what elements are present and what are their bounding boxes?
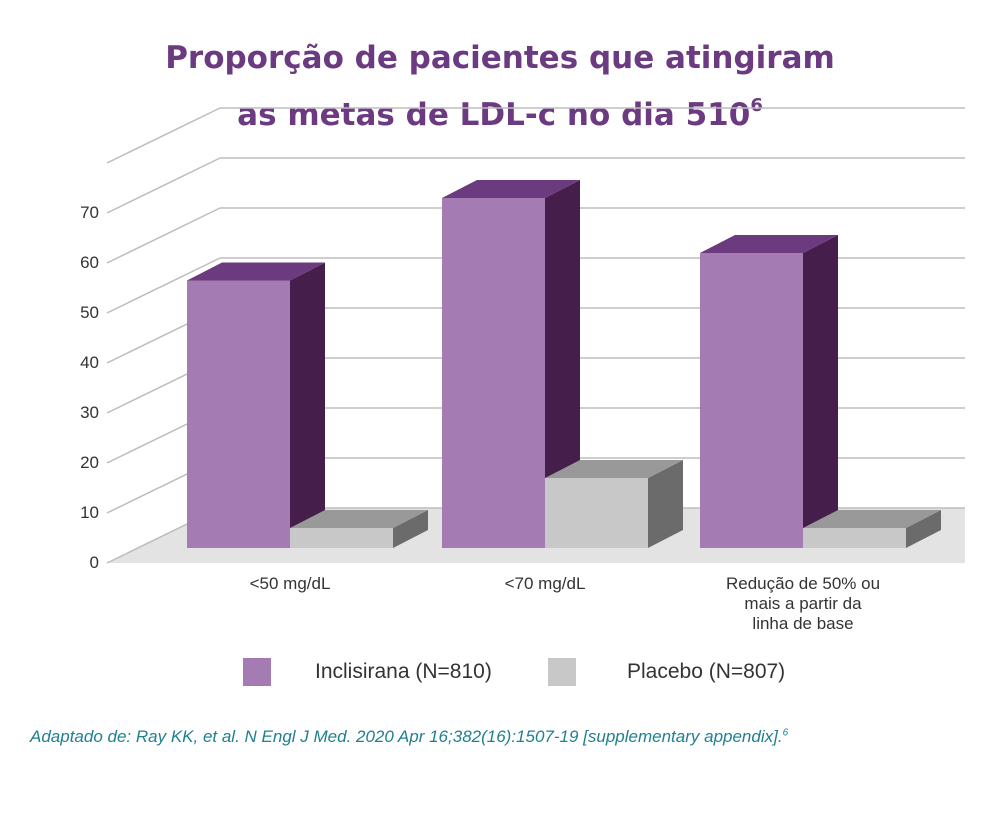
y-tick-label: 30 (80, 403, 99, 422)
y-tick-label: 60 (80, 253, 99, 272)
bar-front (803, 528, 906, 548)
bar-top (803, 510, 941, 528)
chart-title-line2: as metas de LDL-c no dia 5106 (0, 84, 1000, 137)
x-category-label-line: Redução de 50% ou (725, 574, 881, 593)
y-tick-label: 20 (80, 453, 99, 472)
x-category-label-line: <70 mg/dL (504, 574, 586, 593)
y-tick-label: 10 (80, 503, 99, 522)
bar-front (442, 198, 545, 548)
legend-swatch-placebo (548, 658, 576, 686)
x-category-label-line: mais a partir da (744, 594, 862, 613)
gridline-side (106, 157, 221, 214)
bar-side (648, 460, 683, 548)
bar-front (545, 478, 648, 548)
bar-top (187, 262, 325, 281)
bar-side (393, 510, 428, 548)
bar-front (290, 528, 393, 548)
chart-title-line2-text: as metas de LDL-c no dia 510 (237, 97, 751, 133)
bar-top (442, 180, 580, 198)
source-superscript: 6 (782, 727, 789, 739)
y-tick-label: 40 (80, 353, 99, 372)
bar-side (545, 180, 580, 548)
gridline-side (106, 107, 221, 164)
bar-front (187, 280, 290, 548)
x-category-label-line: <50 mg/dL (249, 574, 331, 593)
chart-title-line1: Proporção de pacientes que atingiram (165, 40, 835, 76)
x-category-label: <50 mg/dL (190, 574, 390, 594)
chart-title-superscript: 6 (750, 95, 763, 116)
x-category-label: <70 mg/dL (445, 574, 645, 594)
x-category-label-line: linha de base (752, 614, 854, 633)
x-category-label: Redução de 50% ou mais a partir da linha d… (703, 574, 903, 634)
bar-top (290, 510, 428, 528)
y-tick-label: 50 (80, 303, 99, 322)
gridline-side (106, 257, 221, 314)
y-tick-label: 70 (80, 203, 99, 222)
legend-swatch-inclisirana (243, 658, 271, 686)
bar-top (545, 460, 683, 478)
legend-label-placebo: Placebo (N=807) (627, 660, 786, 683)
source-citation: Adaptado de: Ray KK, et al. N Engl J Med… (30, 727, 990, 747)
bar-side (803, 235, 838, 548)
source-text: Adaptado de: Ray KK, et al. N Engl J Med… (30, 727, 783, 746)
bar-side (906, 510, 941, 548)
gridline-side (106, 207, 221, 264)
bar-top (700, 235, 838, 253)
bar-front (700, 253, 803, 548)
bar-side (290, 262, 325, 548)
legend-label-inclisirana: Inclisirana (N=810) (315, 660, 492, 683)
y-tick-label: 0 (90, 553, 99, 572)
